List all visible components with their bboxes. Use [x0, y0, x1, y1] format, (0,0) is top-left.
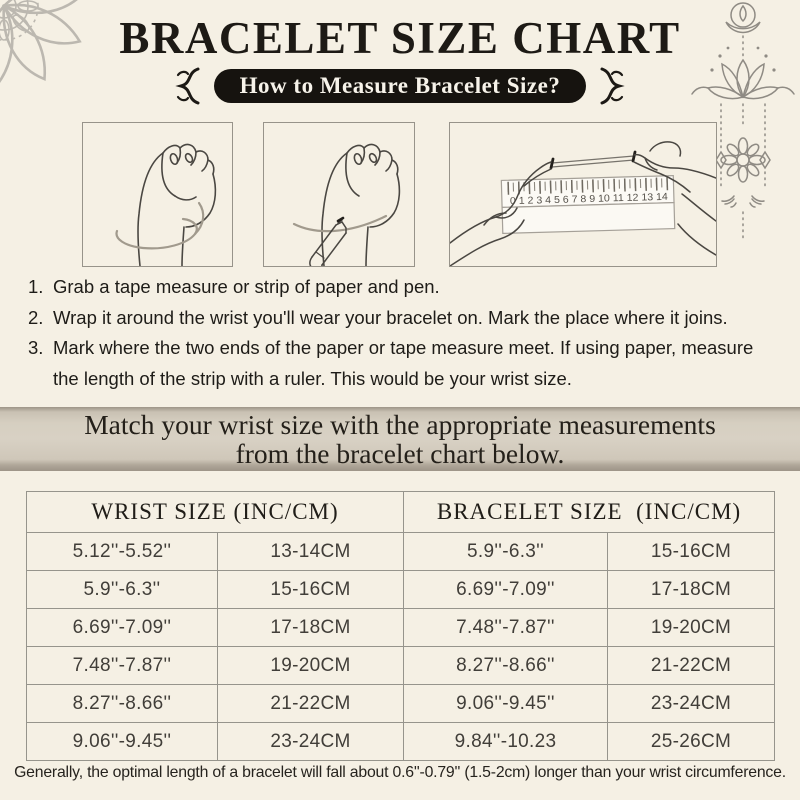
bracelet-cm-cell: 17-18CM: [607, 570, 776, 609]
step1-illustration-box: [82, 122, 233, 267]
step-number: 3.: [28, 337, 44, 358]
step-text: Mark where the two ends of the paper or …: [53, 337, 754, 389]
table-row: 5.9''-6.3'' 15-16CM 6.69''-7.09'' 17-18C…: [26, 570, 776, 609]
page-title: BRACELET SIZE CHART: [119, 13, 681, 63]
wrist-cm-cell: 17-18CM: [216, 608, 405, 647]
step-item-3: 3. Mark where the two ends of the paper …: [28, 333, 776, 394]
bracelet-cm-cell: 23-24CM: [607, 684, 776, 723]
step-text: Grab a tape measure or strip of paper an…: [53, 276, 440, 297]
hand-with-tape-illustration: [115, 143, 217, 266]
wrist-inches-cell: 5.12''-5.52'': [26, 532, 218, 571]
ruler-scale-numbers: 0 1 2 3 4 5 6 7 8 9 10 11 12 13 14: [510, 192, 669, 207]
size-conversion-table: WRIST SIZE (INC/CM) BRACELET SIZE (INC/C…: [25, 491, 776, 761]
wrist-cm-cell: 13-14CM: [216, 532, 405, 571]
step-item-2: 2. Wrap it around the wrist you'll wear …: [28, 303, 776, 334]
wrist-inches-cell: 8.27''-8.66'': [26, 684, 218, 723]
banner-line-1: Match your wrist size with the appropria…: [84, 409, 716, 440]
table-row: 6.69''-7.09'' 17-18CM 7.48''-7.87'' 19-2…: [26, 608, 776, 647]
measure-steps-list: 1. Grab a tape measure or strip of paper…: [28, 272, 776, 394]
bracelet-cm-cell: 19-20CM: [607, 608, 776, 647]
step3-illustration-box: 0 1 2 3 4 5 6 7 8 9 10 11 12 13 14: [449, 122, 717, 267]
wrist-cm-cell: 19-20CM: [216, 646, 405, 685]
match-size-banner: Match your wrist size with the appropria…: [0, 407, 800, 471]
bracelet-size-header: BRACELET SIZE (INC/CM): [403, 491, 776, 533]
bracelet-cm-cell: 21-22CM: [607, 646, 776, 685]
optimal-length-note: Generally, the optimal length of a brace…: [14, 764, 786, 781]
bracelet-cm-cell: 15-16CM: [607, 532, 776, 571]
bracelet-inches-cell: 9.06''-9.45'': [403, 684, 609, 723]
mandala-flower-icon: [0, 0, 89, 92]
lotus-pendant-icon: [691, 2, 795, 241]
squiggle-left-icon: [174, 67, 200, 105]
bracelet-inches-cell: 8.27''-8.66'': [403, 646, 609, 685]
wrist-inches-cell: 9.06''-9.45'': [26, 722, 218, 761]
wrist-cm-cell: 23-24CM: [216, 722, 405, 761]
table-row: 8.27''-8.66'' 21-22CM 9.06''-9.45'' 23-2…: [26, 684, 776, 723]
bracelet-inches-cell: 5.9''-6.3'': [403, 532, 609, 571]
wrist-inches-cell: 7.48''-7.87'': [26, 646, 218, 685]
squiggle-right-icon: [600, 67, 626, 105]
subtitle-badge-row: How to Measure Bracelet Size?: [0, 66, 800, 106]
step-text: Wrap it around the wrist you'll wear you…: [53, 306, 728, 328]
ruler-measuring-illustration: 0 1 2 3 4 5 6 7 8 9 10 11 12 13 14: [450, 141, 716, 266]
step-number: 2.: [28, 306, 44, 328]
bracelet-cm-cell: 25-26CM: [607, 722, 776, 761]
how-to-measure-badge: How to Measure Bracelet Size?: [213, 69, 587, 103]
step-item-1: 1. Grab a tape measure or strip of paper…: [28, 272, 776, 303]
table-row: 5.12''-5.52'' 13-14CM 5.9''-6.3'' 15-16C…: [26, 532, 776, 571]
bracelet-inches-cell: 6.69''-7.09'': [403, 570, 609, 609]
banner-line-2: from the bracelet chart below.: [235, 438, 565, 469]
table-header-row: WRIST SIZE (INC/CM) BRACELET SIZE (INC/C…: [25, 491, 776, 533]
table-row: 7.48''-7.87'' 19-20CM 8.27''-8.66'' 21-2…: [26, 646, 776, 685]
bracelet-inches-cell: 9.84''-10.23: [403, 722, 609, 761]
wrist-cm-cell: 15-16CM: [216, 570, 405, 609]
table-row: 9.06''-9.45'' 23-24CM 9.84''-10.23 25-26…: [26, 722, 776, 761]
step-number: 1.: [28, 276, 44, 297]
wrist-inches-cell: 5.9''-6.3'': [26, 570, 218, 609]
hand-with-pen-illustration: [292, 143, 401, 266]
wrist-cm-cell: 21-22CM: [216, 684, 405, 723]
wrist-size-header: WRIST SIZE (INC/CM): [25, 491, 405, 533]
step2-illustration-box: [263, 122, 415, 267]
bracelet-inches-cell: 7.48''-7.87'': [403, 608, 609, 647]
wrist-inches-cell: 6.69''-7.09'': [26, 608, 218, 647]
